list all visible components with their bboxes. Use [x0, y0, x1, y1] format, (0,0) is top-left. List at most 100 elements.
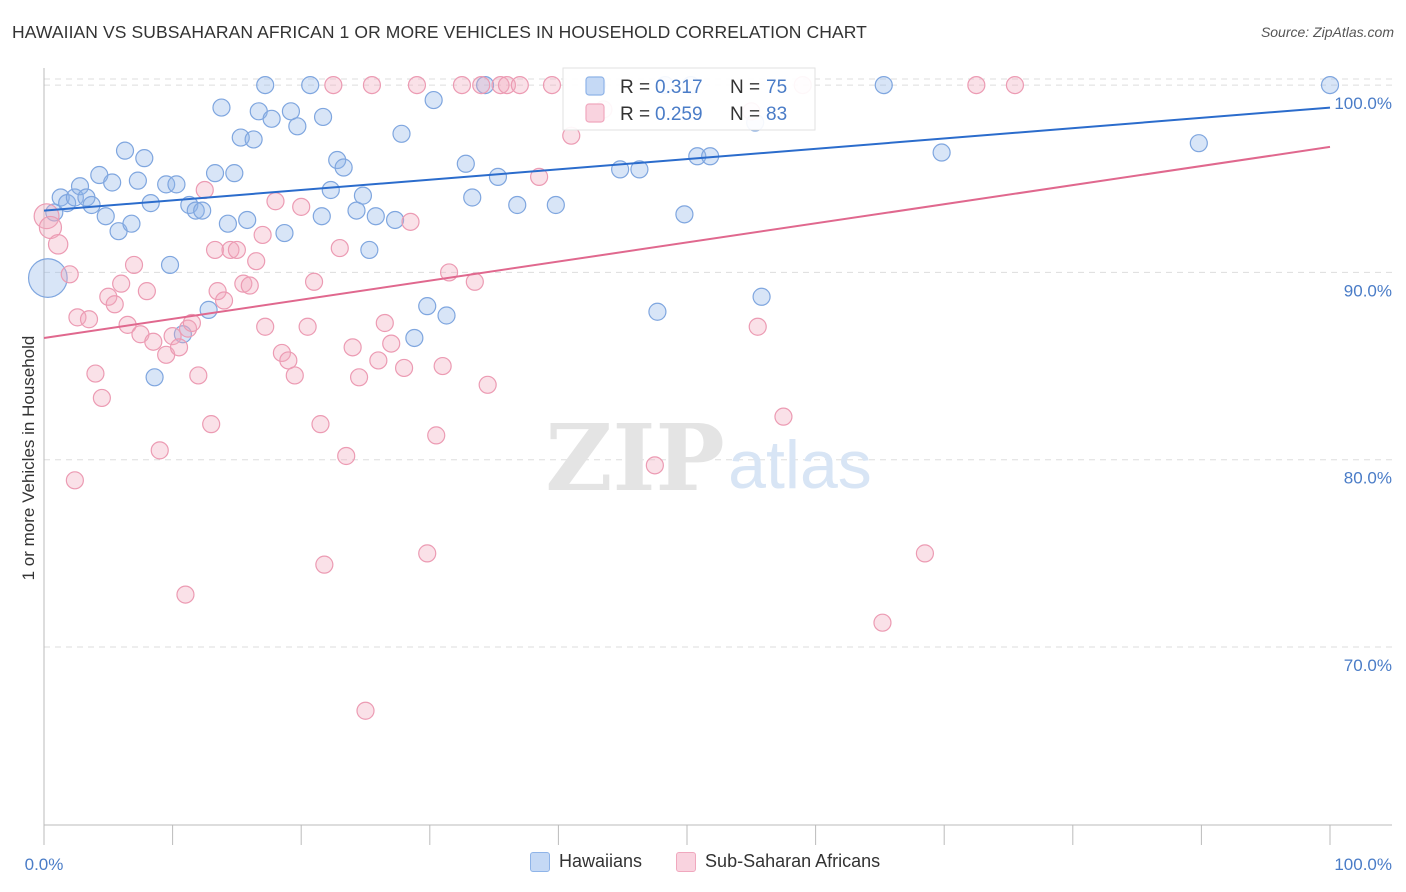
hawaiian-point: [874, 75, 893, 95]
sub-saharan-point: [205, 240, 225, 260]
hawaiian-point: [288, 117, 307, 136]
sub-saharan-point: [774, 407, 793, 426]
hawaiian-point: [160, 255, 180, 275]
stats-r-value: 0.317: [655, 77, 703, 98]
watermark-zip: ZIP: [545, 404, 724, 512]
sub-saharan-point: [176, 585, 195, 604]
sub-saharan-point: [227, 240, 246, 260]
legend-label-hawaiians: Hawaiians: [559, 851, 643, 871]
y-axis-title: 1 or more Vehicles in Household: [19, 336, 38, 581]
tick-labels: 100.0% 90.0% 80.0% 70.0% 0.0% 100.0% 1 or more…: [19, 94, 1392, 874]
sub-saharan-point: [349, 368, 369, 387]
stats-box: R = 0.317 N = 75 R = 0.259 N = 83: [562, 67, 816, 131]
hawaiian-point: [244, 130, 263, 149]
sub-saharan-point: [240, 276, 259, 295]
hawaiian-point: [475, 75, 495, 95]
sub-saharan-point: [645, 456, 664, 475]
legend-item-sub-saharan-africans[interactable]: Sub-Saharan Africans: [676, 851, 880, 872]
sub-saharan-point: [279, 351, 298, 370]
sub-saharan-point: [189, 366, 208, 385]
hawaiian-point: [508, 195, 527, 215]
sub-saharan-point: [105, 295, 124, 314]
sub-saharan-point: [234, 274, 253, 293]
axes: [43, 68, 1392, 845]
sub-saharan-point: [418, 544, 437, 563]
sub-saharan-point: [324, 75, 343, 95]
stats-n-value: 83: [766, 104, 787, 125]
hawaiian-point: [199, 300, 218, 319]
hawaiian-point: [27, 258, 68, 298]
hawaiian-point: [218, 214, 237, 233]
legend-swatch-pink: [676, 851, 697, 872]
watermark: ZIP atlas: [545, 404, 872, 512]
sub-saharan-point: [99, 287, 118, 306]
hawaiian-point: [262, 109, 281, 128]
sub-saharan-point: [401, 212, 420, 231]
x-tick-label-end: 100.0%: [1334, 855, 1392, 874]
hawaiian-point: [313, 107, 333, 127]
sub-saharan-point: [266, 192, 285, 211]
source-label: Source: ZipAtlas.com: [1260, 24, 1394, 40]
sub-saharan-point: [253, 225, 272, 245]
stats-swatch: [585, 103, 605, 123]
hawaiian-point: [385, 210, 405, 230]
sub-saharan-point: [362, 75, 382, 95]
hawaiian-point: [418, 297, 437, 316]
hawaiian-point: [128, 171, 147, 190]
trend-lines: [43, 106, 1331, 339]
sub-saharan-point: [65, 471, 84, 490]
sub-saharan-point: [298, 317, 317, 336]
sub-saharan-point: [330, 238, 349, 258]
x-tick-label-start: 0.0%: [25, 855, 64, 874]
hawaiian-point: [193, 201, 212, 220]
hawaiian-point: [437, 306, 456, 325]
sub-saharan-point: [195, 180, 214, 200]
hawaiian-point: [115, 141, 135, 160]
sub-saharan-point: [47, 234, 69, 255]
hawaiian-point: [1320, 75, 1340, 95]
hawaiian-point: [212, 98, 231, 117]
hawaiian-point: [82, 195, 101, 215]
sub-saharan-point: [315, 555, 334, 574]
hawaiian-point: [392, 124, 411, 143]
y-tick-label: 70.0%: [1344, 656, 1392, 675]
sub-saharan-point: [144, 332, 163, 351]
sub-saharan-point: [382, 334, 401, 353]
y-tick-label: 100.0%: [1334, 94, 1392, 113]
sub-saharan-point: [452, 75, 472, 95]
sub-saharan-point: [343, 338, 362, 357]
hawaiian-point: [630, 160, 649, 179]
hawaiian-point: [301, 75, 320, 95]
sub-saharan-point: [530, 167, 549, 186]
sub-saharan-point: [137, 282, 156, 301]
watermark-atlas: atlas: [728, 427, 872, 503]
hawaiian-point: [932, 143, 951, 162]
sub-saharan-point: [472, 75, 491, 95]
hawaiian-point: [353, 186, 373, 205]
sub-saharan-point: [182, 313, 201, 333]
sub-saharan-point: [1005, 75, 1025, 95]
chart-title: HAWAIIAN VS SUBSAHARAN AFRICAN 1 OR MORE…: [12, 22, 867, 42]
hawaiian-point: [145, 368, 164, 387]
hawaiian-point: [405, 328, 424, 348]
sub-saharan-point: [369, 351, 388, 370]
sub-saharan-point: [86, 364, 105, 383]
legend-label-sub-saharan-africans: Sub-Saharan Africans: [705, 851, 881, 871]
hawaiian-point: [70, 177, 90, 196]
gridlines: [44, 78, 1392, 648]
hawaiian-point: [456, 154, 475, 173]
hawaiian-point: [334, 158, 353, 177]
sub-saharan-point: [873, 613, 892, 632]
hawaiian-point: [366, 207, 385, 226]
hawaiian-point: [463, 188, 482, 207]
sub-saharan-point: [427, 426, 446, 445]
legend-swatch-blue: [530, 851, 550, 872]
sub-saharan-point: [497, 75, 517, 95]
legend-item-hawaiians[interactable]: Hawaiians: [530, 851, 642, 872]
sub-saharan-point: [394, 358, 414, 378]
sub-saharan-point: [92, 388, 111, 408]
hawaiian-point: [360, 240, 379, 260]
stats-box-frame: [562, 67, 816, 131]
sub-saharan-point: [202, 415, 221, 434]
sub-saharan-point: [311, 415, 330, 434]
